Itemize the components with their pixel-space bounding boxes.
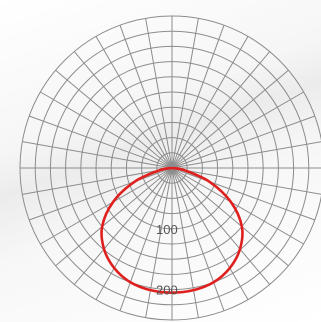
grid-spoke-240	[40, 91, 173, 169]
grid-spoke-260	[22, 141, 173, 169]
grid-spoke-220	[73, 51, 173, 169]
grid-spoke-170	[171, 18, 199, 169]
tick-label-200: 200	[156, 283, 178, 298]
grid-spoke-190	[145, 18, 173, 169]
grid-spoke-250	[28, 115, 173, 169]
polar-grid	[19, 15, 321, 321]
grid-spoke-10	[171, 167, 199, 318]
grid-spoke-350	[145, 167, 173, 318]
grid-spoke-140	[171, 51, 271, 169]
grid-spoke-20	[171, 167, 225, 312]
grid-spoke-290	[28, 167, 173, 221]
grid-spoke-70	[171, 167, 316, 221]
grid-spoke-110	[171, 115, 316, 169]
grid-spoke-230	[55, 69, 173, 169]
grid-spoke-320	[73, 167, 173, 285]
grid-spoke-60	[171, 167, 304, 245]
grid-spoke-100	[171, 141, 321, 169]
grid-spoke-340	[119, 167, 173, 312]
grid-spoke-80	[171, 167, 321, 195]
grid-spoke-280	[22, 167, 173, 195]
grid-spoke-40	[171, 167, 271, 285]
series-curve-0	[100, 166, 244, 294]
grid-spoke-130	[171, 69, 289, 169]
grid-spoke-50	[171, 167, 289, 267]
series-curves	[100, 166, 244, 294]
grid-spoke-120	[171, 91, 304, 169]
grid-spoke-210	[95, 36, 173, 169]
grid-spoke-150	[171, 36, 249, 169]
grid-spoke-310	[55, 167, 173, 267]
grid-spoke-160	[171, 24, 225, 169]
radial-tick-labels: 100 200	[156, 222, 178, 298]
grid-spoke-30	[171, 167, 249, 300]
grid-spoke-200	[119, 24, 173, 169]
grid-spoke-300	[40, 167, 173, 245]
grid-spoke-330	[95, 167, 173, 300]
tick-label-100: 100	[156, 222, 178, 237]
